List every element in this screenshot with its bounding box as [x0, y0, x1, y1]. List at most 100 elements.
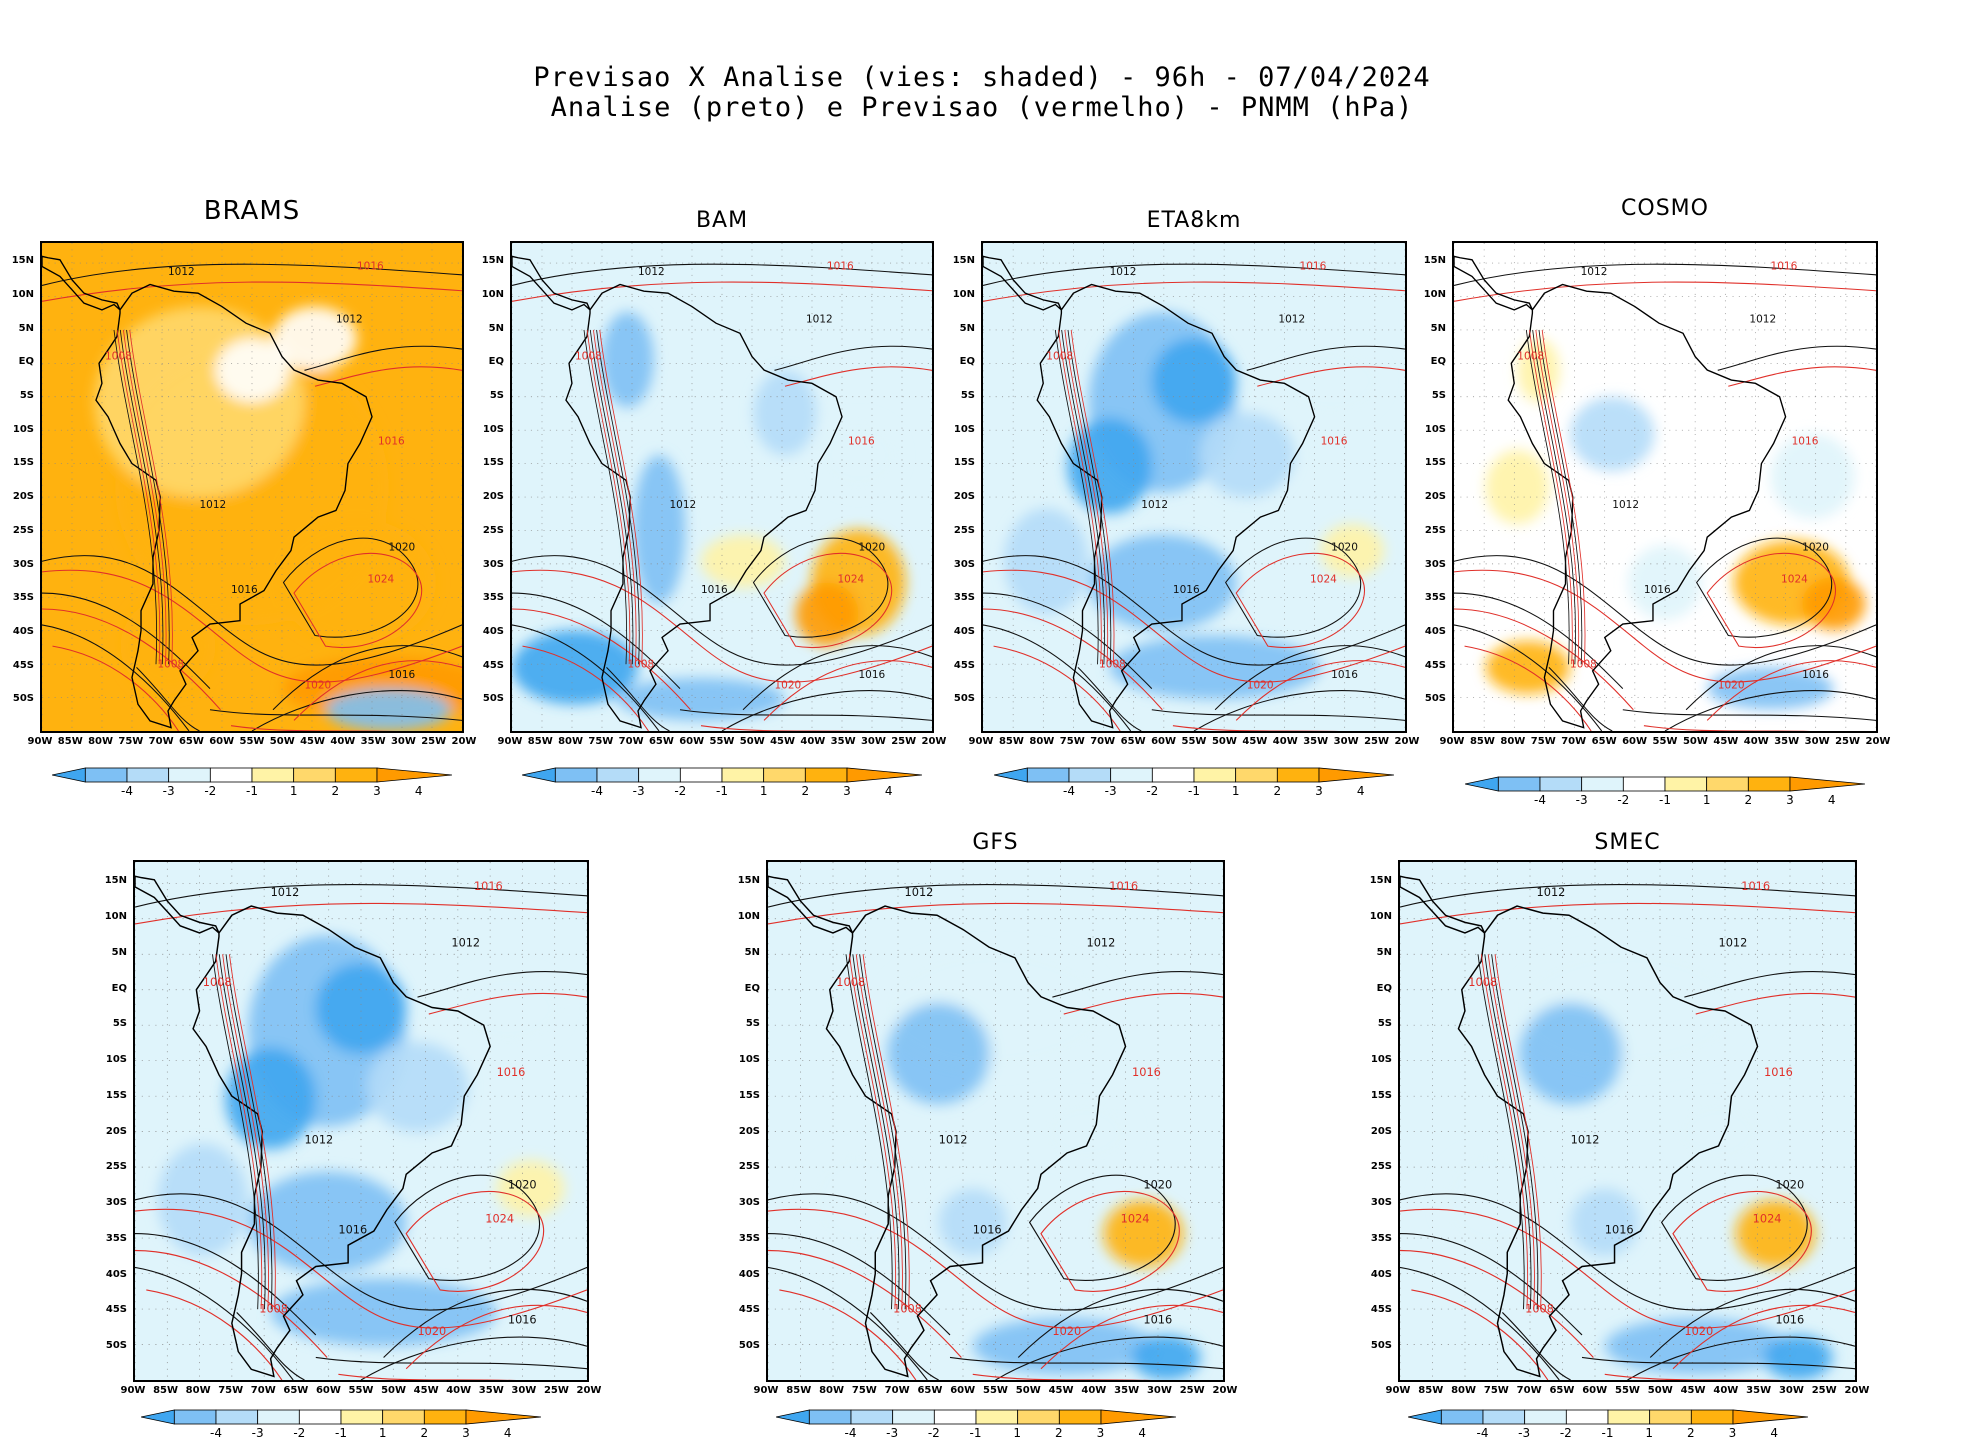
panel-smec: 1012 1016 1012 1008 1012 1016 1020 1024 1016 1020… — [1370, 860, 1869, 1396]
forecast-contour-label: 1024 — [485, 1212, 514, 1225]
forecast-contour-label: 1008 — [203, 976, 232, 989]
lat-tick-label: 10N — [737, 911, 760, 923]
analysis-isobar — [1685, 645, 1876, 711]
colorbar-swatch — [382, 1409, 425, 1425]
lon-tick-label: 80W — [1029, 736, 1055, 747]
panel-brams: 1012 1016 1012 1008 1012 1016 1020 1024 1016 1020… — [12, 241, 476, 747]
panel-cosmo: 1012 1016 1012 1008 1012 1016 1020 1024 1016 1020… — [1424, 241, 1890, 747]
forecast-isobar — [405, 1304, 587, 1370]
andes-isobar — [596, 329, 640, 665]
colorbar-swatch — [1706, 776, 1749, 792]
colorbar-swatch — [251, 767, 295, 783]
lat-tick-label: 10S — [482, 423, 504, 435]
lon-tick-label: 70W — [884, 1385, 910, 1396]
panel-eta8km: 1012 1016 1012 1008 1012 1016 1020 1024 1016 1020… — [953, 241, 1419, 747]
lon-tick-label: 20W — [1865, 736, 1891, 747]
bias-field: 1012 1016 1012 1008 1012 1016 1020 1024 1016 1020… — [42, 243, 462, 731]
colorbar-swatch — [804, 767, 848, 783]
lat-tick-label: 10S — [738, 1054, 760, 1066]
colorbar-label: 3 — [1096, 1426, 1105, 1440]
lat-tick-label: 5N — [18, 322, 34, 334]
lon-tick-label: 20W — [1394, 736, 1420, 747]
colorbar-label: 4 — [884, 784, 893, 798]
andes-isobar — [113, 329, 158, 665]
bias-region — [816, 418, 901, 493]
lat-tick-label: EQ — [744, 982, 760, 994]
lat-tick-label: 15S — [482, 457, 504, 469]
bias-region — [1604, 1318, 1787, 1375]
lat-tick-label: 15S — [953, 457, 975, 469]
colorbar-swatch — [721, 767, 765, 783]
colorbar-label: -2 — [293, 1426, 306, 1440]
colorbar-label: 3 — [1315, 784, 1323, 798]
colorbar-swatch — [423, 1409, 467, 1425]
bias-region — [1735, 1199, 1816, 1268]
colorbar-swatch — [465, 1409, 541, 1425]
forecast-contour-label: 1016 — [378, 436, 405, 448]
lat-tick-label: 15N — [104, 875, 127, 887]
coastline — [768, 875, 854, 934]
analysis-isobar — [272, 645, 462, 711]
lat-tick-label: 40S — [953, 625, 975, 637]
colorbar: -4 -3 -2 -1 1 2 3 4 — [1465, 776, 1865, 810]
lon-tick-label: 90W — [120, 1385, 146, 1396]
forecast-isobar — [972, 1373, 1152, 1380]
bias-region — [972, 1318, 1155, 1375]
forecast-contour-label: 1024 — [1781, 573, 1808, 585]
lon-tick-label: 35W — [478, 1385, 504, 1396]
colorbar-swatch — [763, 767, 806, 783]
analysis-isobar — [1627, 1336, 1855, 1380]
lon-tick-label: 65W — [178, 736, 204, 747]
lat-tick-label: 30S — [105, 1197, 127, 1209]
analysis-isobar — [383, 1288, 587, 1358]
lat-tick-label: 35S — [738, 1232, 760, 1244]
forecast-isobar — [512, 608, 691, 711]
forecast-isobar — [1695, 992, 1855, 1015]
coastline — [1507, 283, 1787, 729]
lat-tick-label: 25S — [1424, 524, 1446, 536]
lat-tick-label: 40S — [738, 1268, 760, 1280]
colorbar-swatch — [994, 767, 1028, 783]
colorbar-swatch — [846, 767, 922, 783]
analysis-contour-label: 1016 — [508, 1314, 537, 1327]
colorbar-swatch — [1648, 1409, 1692, 1425]
analysis-isobar — [1017, 1288, 1223, 1358]
analysis-isobar — [768, 883, 1223, 908]
panel-title: ETA8km — [1146, 208, 1242, 233]
lat-tick-label: 45S — [12, 659, 34, 671]
analysis-isobar — [42, 592, 211, 689]
colorbar-label: 1 — [1645, 1426, 1653, 1440]
andes-isobar — [1477, 954, 1525, 1310]
map-plot: 1012 1016 1012 1008 1012 1016 1020 1024 1016 1020… — [1398, 860, 1857, 1382]
forecast-contour-label: 1016 — [848, 436, 875, 448]
forecast-contour-label: 1024 — [1753, 1212, 1782, 1225]
forecast-contour-label: 1008 — [1046, 351, 1073, 363]
bias-region — [1673, 1098, 1764, 1167]
colorbar-label: -2 — [204, 784, 217, 798]
colorbar-swatch — [596, 767, 640, 783]
lon-tick-label: 35W — [360, 736, 386, 747]
forecast-isobar — [700, 725, 866, 731]
andes-isobar — [1054, 329, 1099, 665]
map-plot: 1012 1016 1012 1008 1012 1016 1020 1024 1016 1020… — [766, 860, 1225, 1382]
lon-tick-label: 30W — [1146, 1385, 1172, 1396]
forecast-isobar — [1706, 552, 1836, 648]
lat-tick-label: 40S — [105, 1268, 127, 1280]
colorbar: -4 -3 -2 -1 1 2 3 4 — [994, 767, 1394, 801]
forecast-isobar — [763, 552, 892, 648]
lon-tick-label: 55W — [239, 736, 265, 747]
forecast-contour-label: 1008 — [1099, 658, 1126, 670]
bias-region — [278, 518, 436, 647]
lon-tick-label: 30W — [860, 736, 886, 747]
bias-region — [512, 630, 638, 705]
colorbar: -4 -3 -2 -1 1 2 3 4 — [52, 767, 452, 801]
colorbar-swatch — [1026, 767, 1070, 783]
lat-tick-label: 10S — [953, 423, 975, 435]
lon-tick-label: 90W — [27, 736, 53, 747]
lat-tick-label: EQ — [959, 356, 975, 368]
lon-tick-label: 60W — [950, 1385, 976, 1396]
analysis-isobar — [768, 1193, 1223, 1311]
lon-tick-label: 20W — [1212, 1385, 1238, 1396]
colorbar-swatch — [1565, 1409, 1608, 1425]
forecast-contour-label: 1016 — [1771, 260, 1798, 272]
